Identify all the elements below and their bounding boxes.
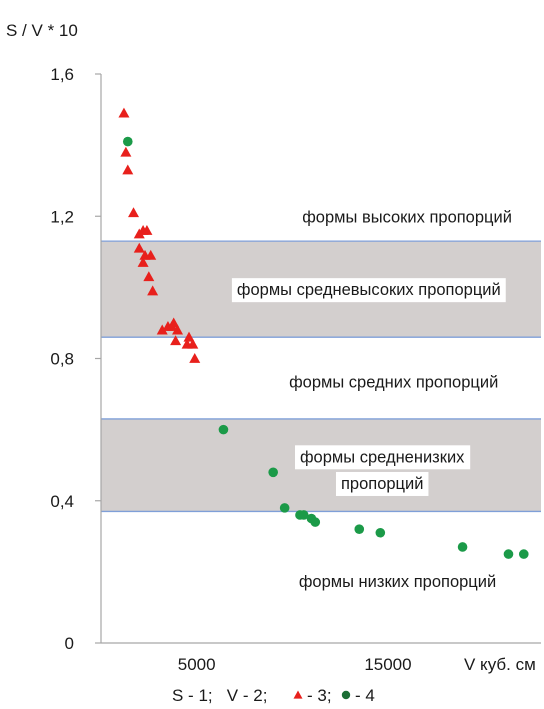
triangle-point: [147, 285, 159, 296]
triangle-point: [118, 107, 130, 118]
y-tick-label: 0: [65, 634, 74, 653]
region-label-box: [335, 471, 429, 496]
legend-marker-circle: [341, 690, 351, 700]
x-tick-label: 5000: [178, 655, 216, 674]
triangle-point: [166, 320, 178, 331]
y-axis-ticks: 0 0,4 0,8 1,2 1,6: [50, 65, 101, 653]
triangle-point: [120, 146, 132, 157]
y-tick-label: 0,4: [50, 492, 74, 511]
y-tick-label: 1,2: [50, 207, 74, 226]
circle-point: [503, 549, 514, 559]
x-axis-title: V куб. см: [464, 655, 536, 674]
x-tick-label: 15000: [364, 655, 411, 674]
region-label-box: [294, 445, 471, 470]
y-tick-label: 1,6: [50, 65, 74, 84]
triangle-point: [183, 331, 195, 342]
triangle-point: [133, 242, 145, 253]
triangle-point: [122, 164, 134, 175]
triangle-point: [141, 224, 153, 235]
circle-point: [298, 510, 309, 520]
y-axis-title: S / V * 10: [6, 21, 78, 40]
x-axis-ticks: 5000 15000: [178, 655, 412, 674]
legend-series-names: S - 1; V - 2;: [172, 686, 267, 705]
region-label: формы высоких пропорций: [302, 208, 512, 226]
legend-item-label: - 3;: [307, 686, 332, 705]
circle-point: [279, 503, 290, 513]
region-label-box: [231, 278, 506, 303]
circle-point: [375, 527, 386, 538]
triangle-point: [128, 207, 140, 218]
y-tick-label: 0,8: [50, 350, 74, 369]
legend-item-label: - 4: [355, 686, 375, 705]
circle-point: [268, 467, 278, 478]
data-points: [118, 107, 529, 559]
triangle-point: [137, 256, 149, 267]
region-label: формы низких пропорций: [299, 573, 496, 591]
triangle-point: [156, 324, 168, 335]
region-labels: формы высоких пропорций формы средневысок…: [231, 208, 512, 591]
region-label: формы средненизких: [300, 448, 465, 466]
triangle-point: [143, 271, 155, 282]
region-label: формы средних пропорций: [289, 374, 498, 392]
circle-point: [218, 424, 229, 435]
circle-point: [310, 517, 321, 527]
triangle-point: [189, 353, 201, 363]
legend-markers: - 3; - 4: [293, 686, 375, 705]
triangle-point: [170, 335, 182, 346]
triangle-point: [187, 338, 199, 349]
region-label: пропорций: [341, 475, 423, 493]
circle-point: [354, 524, 365, 534]
region-label: формы средневысоких пропорций: [237, 281, 501, 299]
triangle-point: [172, 324, 184, 335]
triangle-point: [145, 249, 157, 260]
legend: S - 1; V - 2; - 3; - 4: [172, 686, 375, 705]
circle-point: [122, 136, 133, 147]
circle-point: [518, 549, 529, 559]
circle-point: [457, 542, 468, 552]
legend-marker-triangle: [293, 690, 303, 699]
